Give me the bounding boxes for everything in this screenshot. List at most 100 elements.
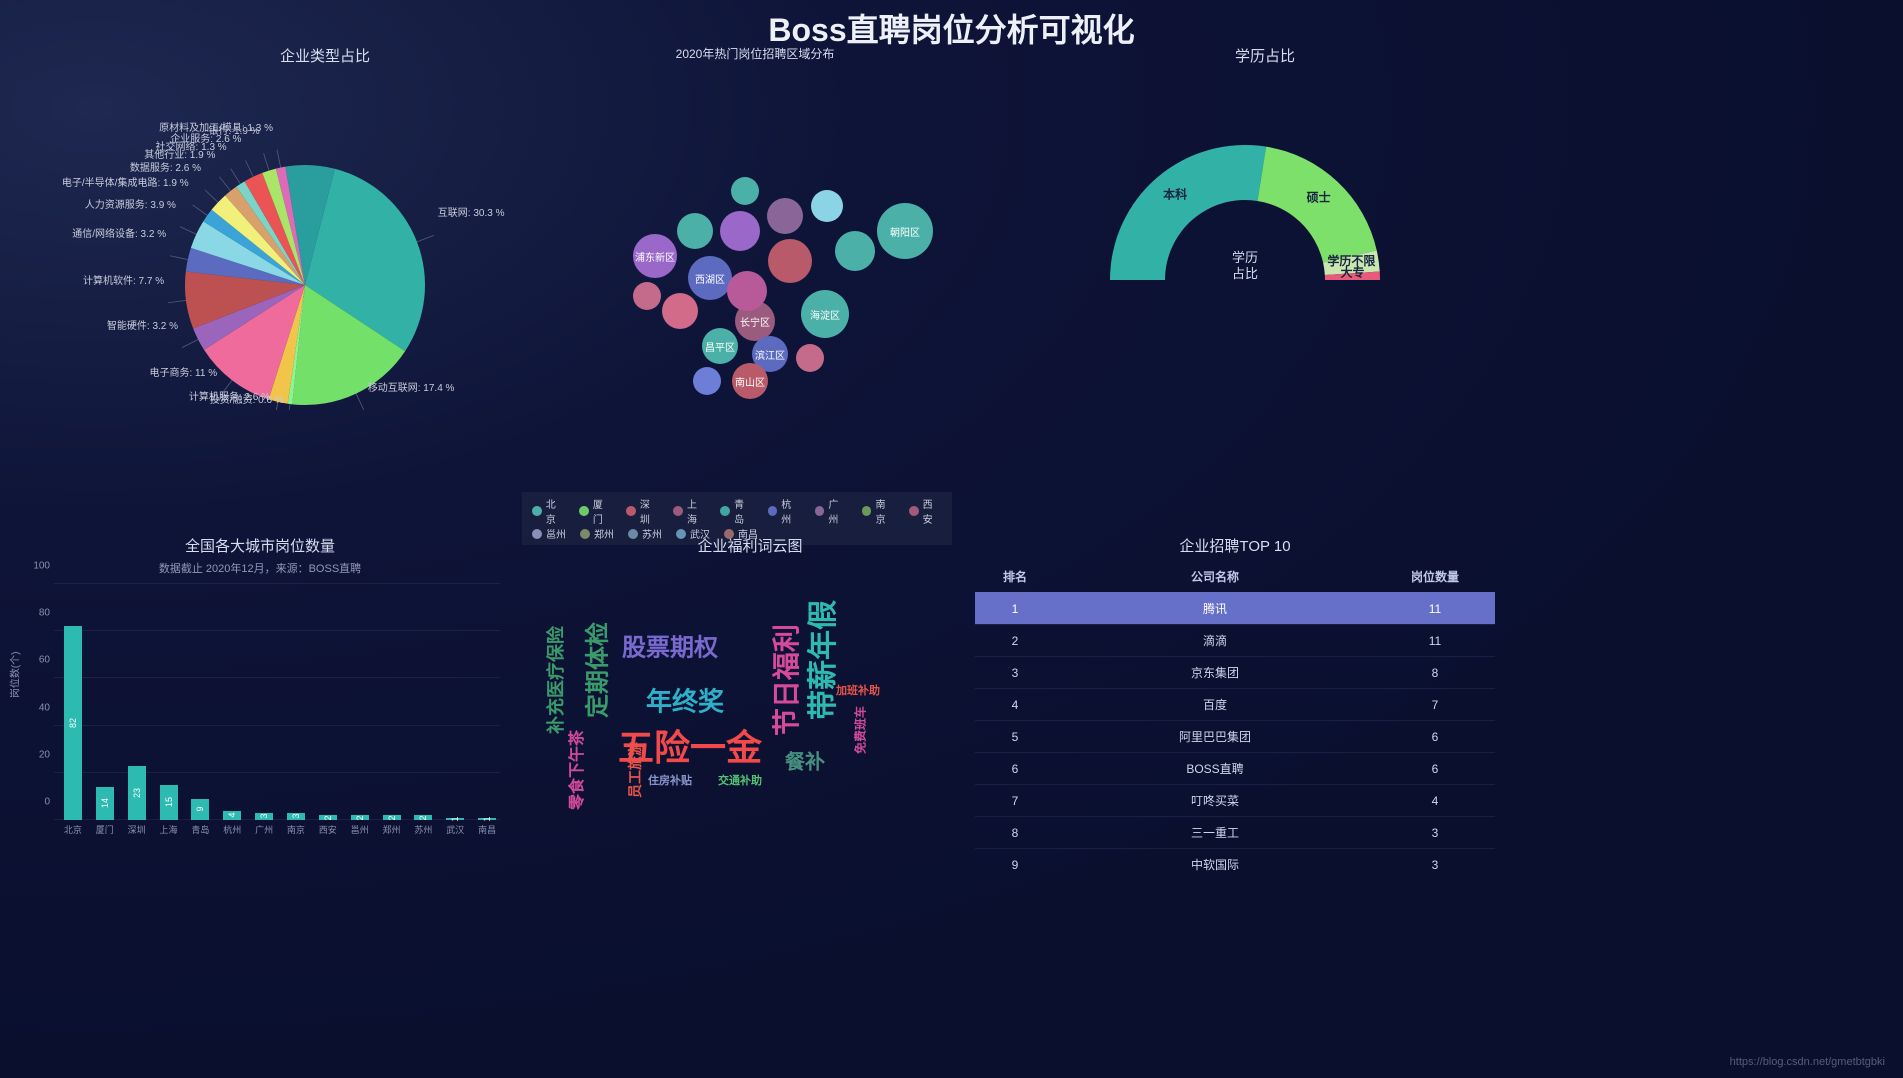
- word[interactable]: 餐补: [785, 746, 825, 775]
- word[interactable]: 定期体检: [578, 622, 613, 718]
- table-row[interactable]: 5阿里巴巴集团6: [975, 720, 1495, 752]
- table-title: 企业招聘TOP 10: [975, 535, 1495, 556]
- bar-column[interactable]: 1南昌: [474, 818, 500, 820]
- watermark: https://blog.csdn.net/gmetbtgbki: [1730, 1056, 1885, 1068]
- bar-x-label: 邕州: [351, 823, 369, 836]
- bar-value: 3: [291, 814, 301, 819]
- bar-value: 3: [259, 814, 269, 819]
- table-row[interactable]: 6BOSS直聘6: [975, 752, 1495, 784]
- legend-item[interactable]: 西安: [909, 496, 942, 526]
- bar-x-label: 深圳: [128, 823, 146, 836]
- bar-value: 9: [195, 807, 205, 812]
- word[interactable]: 员工旅游: [625, 742, 645, 798]
- legend-item[interactable]: 杭州: [768, 496, 801, 526]
- bar-column[interactable]: 82北京: [60, 626, 86, 820]
- region-bubble[interactable]: [677, 213, 713, 249]
- legend-item[interactable]: 青岛: [720, 496, 753, 526]
- table-row[interactable]: 1腾讯11: [975, 592, 1495, 624]
- region-bubble[interactable]: 南山区: [732, 363, 768, 399]
- top10-table: 排名公司名称岗位数量1腾讯112滴滴113京东集团84百度75阿里巴巴集团66B…: [975, 560, 1495, 880]
- region-bubble[interactable]: [633, 282, 661, 310]
- bar-column[interactable]: 2郑州: [379, 815, 405, 820]
- bar-column[interactable]: 14厦门: [92, 787, 118, 820]
- wordcloud-panel: 企业福利词云图 五险一金带薪年假节日福利年终奖股票期权定期体检补充医疗保险零食下…: [540, 535, 960, 845]
- y-tick: 100: [33, 561, 50, 572]
- word[interactable]: 股票期权: [622, 628, 718, 663]
- region-bubble[interactable]: [796, 344, 824, 372]
- region-bubble[interactable]: 朝阳区: [877, 203, 933, 259]
- wordcloud[interactable]: 五险一金带薪年假节日福利年终奖股票期权定期体检补充医疗保险零食下午茶员工旅游餐补…: [540, 560, 940, 840]
- bar-column[interactable]: 4杭州: [219, 811, 245, 820]
- region-bubble[interactable]: [811, 190, 843, 222]
- bar-title: 全国各大城市岗位数量: [20, 535, 500, 556]
- bar-column[interactable]: 2西安: [315, 815, 341, 820]
- table-panel: 企业招聘TOP 10 排名公司名称岗位数量1腾讯112滴滴113京东集团84百度…: [975, 535, 1495, 880]
- table-row[interactable]: 3京东集团8: [975, 656, 1495, 688]
- region-bubble[interactable]: 西湖区: [688, 256, 732, 300]
- region-bubble[interactable]: 海淀区: [801, 290, 849, 338]
- table-row[interactable]: 4百度7: [975, 688, 1495, 720]
- region-bubble[interactable]: [693, 367, 721, 395]
- legend-item[interactable]: 南京: [862, 496, 895, 526]
- pie-label: 通信/网络设备: 3.2 %: [72, 225, 166, 240]
- word[interactable]: 节日福利: [765, 624, 805, 736]
- pie-title: 企业类型占比: [130, 45, 520, 66]
- bar-value: 2: [387, 815, 397, 820]
- bar-value: 2: [323, 815, 333, 820]
- table-row[interactable]: 7叮咚买菜4: [975, 784, 1495, 816]
- pie-label: 互联网: 30.3 %: [438, 204, 505, 219]
- bar-column[interactable]: 15上海: [156, 785, 182, 820]
- legend-item[interactable]: 深圳: [626, 496, 659, 526]
- bar-x-label: 南京: [287, 823, 305, 836]
- bar-column[interactable]: 3南京: [283, 813, 309, 820]
- bar-column[interactable]: 9青岛: [187, 799, 213, 820]
- bar-x-label: 杭州: [223, 823, 241, 836]
- region-bubble[interactable]: 浦东新区: [633, 234, 677, 278]
- bubble-title: 2020年热门岗位招聘区域分布: [520, 45, 990, 62]
- bar-x-label: 厦门: [96, 823, 114, 836]
- bar-x-label: 上海: [159, 823, 177, 836]
- region-bubble[interactable]: [768, 239, 812, 283]
- legend-item[interactable]: 厦门: [579, 496, 612, 526]
- region-bubble[interactable]: [727, 271, 767, 311]
- legend-item[interactable]: 上海: [673, 496, 706, 526]
- legend-item[interactable]: 北京: [532, 496, 565, 526]
- word[interactable]: 零食下午茶: [563, 730, 587, 810]
- region-bubble[interactable]: [835, 231, 875, 271]
- table-row[interactable]: 2滴滴11: [975, 624, 1495, 656]
- region-bubble[interactable]: 昌平区: [702, 328, 738, 364]
- legend-item[interactable]: 广州: [815, 496, 848, 526]
- bar-x-label: 青岛: [191, 823, 209, 836]
- region-bubble[interactable]: [767, 198, 803, 234]
- bar-chart[interactable]: 岗位数(个) 02040608010082北京14厦门23深圳15上海9青岛4杭…: [20, 584, 500, 844]
- pie-label: 原材料及加工/模具: 1.3 %: [159, 119, 273, 134]
- region-bubble[interactable]: [731, 177, 759, 205]
- word[interactable]: 补充医疗保险: [542, 626, 568, 734]
- bar-column[interactable]: 23深圳: [124, 766, 150, 820]
- pie-label: 移动互联网: 17.4 %: [368, 379, 455, 394]
- pie-label: 数据服务: 2.6 %: [130, 159, 201, 174]
- bar-column[interactable]: 2邕州: [347, 815, 373, 820]
- region-bubble[interactable]: [662, 293, 698, 329]
- bar-value: 82: [68, 718, 78, 728]
- bar-column[interactable]: 2苏州: [410, 815, 436, 820]
- donut-chart[interactable]: 本科硕士学历不限大专学历占比: [1005, 70, 1485, 390]
- word[interactable]: 免费班车: [852, 706, 869, 754]
- table-row[interactable]: 9中软国际3: [975, 848, 1495, 880]
- bar-column[interactable]: 3广州: [251, 813, 277, 820]
- bar-value: 2: [355, 815, 365, 820]
- bar-value: 23: [132, 788, 142, 798]
- region-bubble[interactable]: [720, 211, 760, 251]
- bar-x-label: 西安: [319, 823, 337, 836]
- bar-x-label: 苏州: [414, 823, 432, 836]
- table-header: 排名公司名称岗位数量: [975, 560, 1495, 592]
- bar-value: 14: [100, 798, 110, 808]
- word[interactable]: 年终奖: [646, 682, 724, 719]
- word[interactable]: 住房补贴: [648, 772, 692, 788]
- word[interactable]: 加班补助: [836, 682, 880, 698]
- table-row[interactable]: 8三一重工3: [975, 816, 1495, 848]
- donut-center-label: 学历占比: [1232, 250, 1258, 281]
- word[interactable]: 交通补助: [718, 772, 762, 788]
- bar-subtitle: 数据截止 2020年12月，来源：BOSS直聘: [20, 560, 500, 576]
- bar-column[interactable]: 1武汉: [442, 818, 468, 820]
